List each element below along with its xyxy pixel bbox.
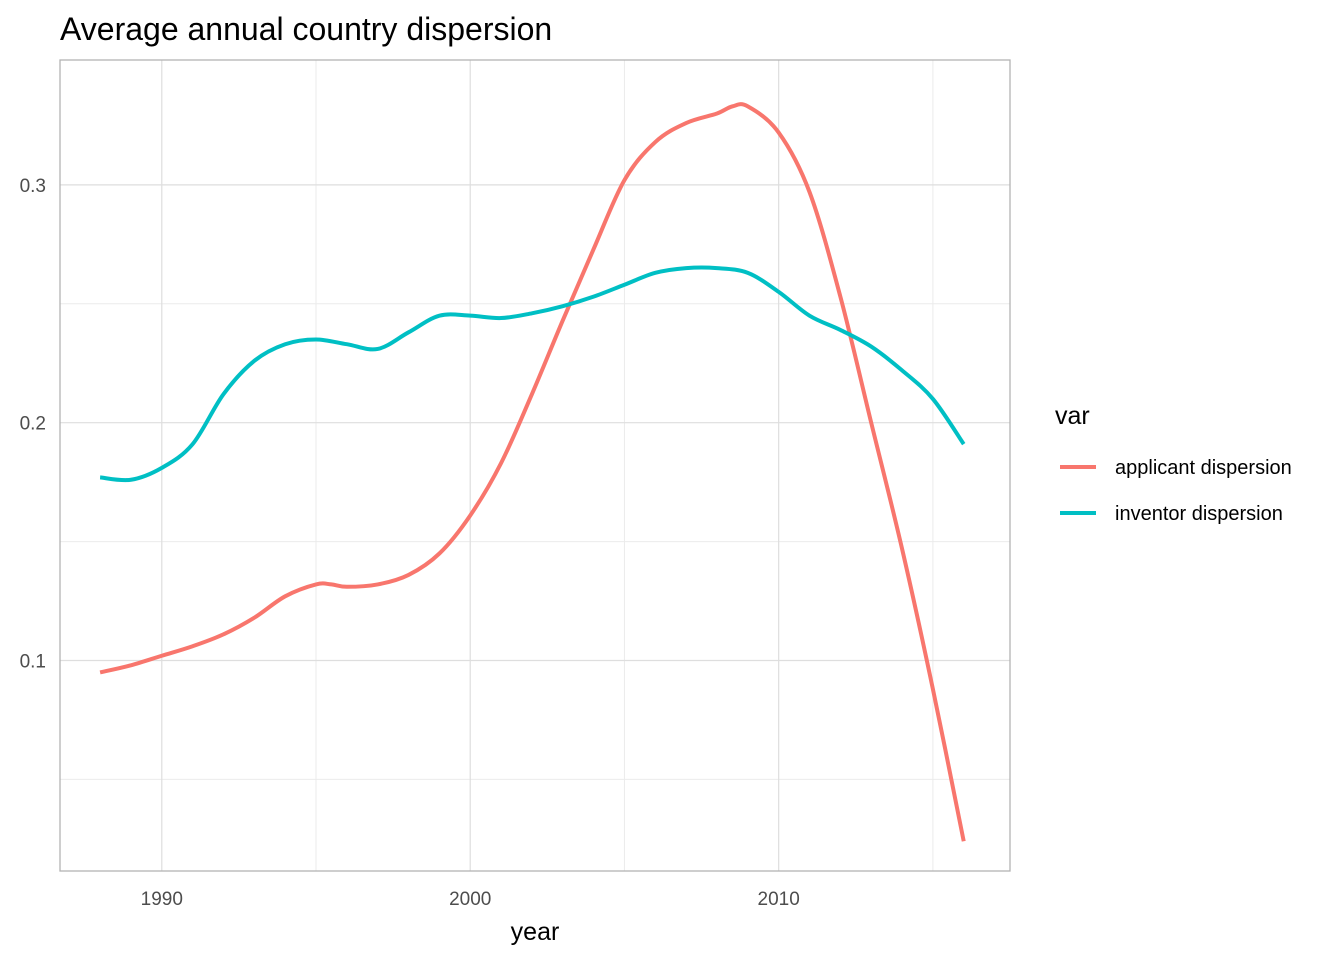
x-tick-label: 2000 <box>449 889 491 910</box>
panel-border <box>59 59 1011 872</box>
series-line <box>99 102 966 842</box>
legend: var applicant dispersion inventor dispers… <box>1055 402 1292 525</box>
legend-title: var <box>1055 402 1090 430</box>
legend-items: applicant dispersion inventor dispersion <box>1060 457 1292 525</box>
y-tick-label: 0.2 <box>20 414 46 435</box>
series-line <box>99 265 966 483</box>
minor-gridlines <box>60 60 1010 871</box>
major-gridlines <box>60 60 1010 871</box>
y-axis-ticks: 0.1 0.2 0.3 <box>20 176 46 673</box>
x-tick-label: 1990 <box>141 889 183 910</box>
series-lines <box>99 102 966 842</box>
legend-label: inventor dispersion <box>1115 503 1283 525</box>
y-tick-label: 0.1 <box>20 652 46 673</box>
legend-label: applicant dispersion <box>1115 457 1292 479</box>
x-axis-title: year <box>511 918 560 946</box>
x-tick-label: 2010 <box>758 889 800 910</box>
x-axis-ticks: 1990 2000 2010 <box>141 889 800 910</box>
plot-panel <box>59 59 1011 872</box>
y-tick-label: 0.3 <box>20 176 46 197</box>
chart-title: Average annual country dispersion <box>60 11 552 47</box>
